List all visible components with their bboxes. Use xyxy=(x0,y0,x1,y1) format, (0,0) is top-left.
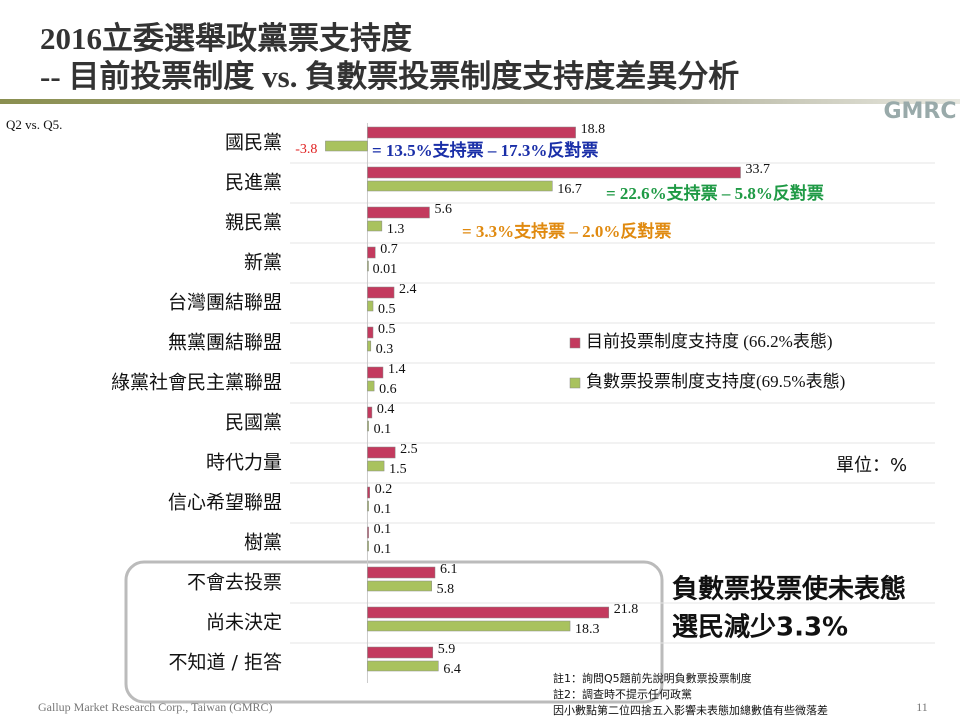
bar xyxy=(367,126,576,139)
value-label: 0.1 xyxy=(374,422,392,437)
value-label: 0.2 xyxy=(375,482,393,497)
annotation: = 22.6%支持票 – 5.8%反對票 xyxy=(606,183,824,203)
value-label: 0.3 xyxy=(376,342,394,357)
bar xyxy=(367,566,436,579)
value-label: 2.5 xyxy=(400,442,418,457)
value-label: 0.1 xyxy=(374,522,392,537)
bar xyxy=(367,246,376,259)
category-label: 民國黨 xyxy=(225,412,282,434)
title-line: 2016立委選舉政黨票支持度 xyxy=(40,21,412,56)
annotation: = 13.5%支持票 – 17.3%反對票 xyxy=(372,140,598,160)
value-label: 6.4 xyxy=(443,662,461,677)
bar xyxy=(367,526,369,539)
note: 註1：詢問Q5題前先說明負數票投票制度 xyxy=(553,671,752,685)
category-label: 綠黨社會民主黨聯盟 xyxy=(111,372,282,394)
category-label: 民進黨 xyxy=(225,172,282,194)
category-label: 樹黨 xyxy=(244,532,282,554)
bar xyxy=(367,206,430,219)
category-label: 台灣團結聯盟 xyxy=(168,292,282,314)
bar xyxy=(367,540,369,552)
bar xyxy=(367,446,396,459)
value-label: 21.8 xyxy=(614,602,639,617)
bar xyxy=(367,406,373,419)
bar xyxy=(367,500,369,512)
category-label: 無黨團結聯盟 xyxy=(168,332,282,354)
bar xyxy=(367,460,385,472)
value-label: 1.4 xyxy=(388,362,406,377)
value-label: 0.5 xyxy=(378,302,396,317)
bar xyxy=(367,486,370,499)
legend-label: 負數票投票制度支持度(69.5%表態) xyxy=(586,372,845,391)
callout-box xyxy=(124,560,664,704)
value-label: 0.5 xyxy=(378,322,396,337)
bar xyxy=(367,646,434,659)
value-label: 0.7 xyxy=(380,242,398,257)
callout-text: 負數票投票使未表態 xyxy=(672,574,906,605)
value-label: 5.8 xyxy=(437,582,455,597)
category-label: 不知道 / 拒答 xyxy=(169,652,282,674)
bar xyxy=(325,140,368,152)
value-label: 33.7 xyxy=(746,162,771,177)
bar xyxy=(367,660,439,672)
value-label: 0.1 xyxy=(374,502,392,517)
value-label: 5.6 xyxy=(434,202,452,217)
value-label: -3.8 xyxy=(295,142,317,157)
bar xyxy=(367,260,369,272)
value-label: 5.9 xyxy=(438,642,456,657)
bar xyxy=(367,326,374,339)
bar xyxy=(367,620,571,632)
category-label: 尚未決定 xyxy=(206,612,282,634)
category-label: 新黨 xyxy=(244,252,282,274)
value-label: 1.3 xyxy=(387,222,405,237)
note: 因小數點第二位四捨五入影響未表態加總數值有些微落差 xyxy=(553,703,828,717)
value-label: 0.4 xyxy=(377,402,395,417)
bar xyxy=(367,340,372,352)
category-label: 時代力量 xyxy=(206,452,282,474)
category-label: 國民黨 xyxy=(225,132,282,154)
note: 註2：調查時不提示任何政黨 xyxy=(553,687,692,701)
bar xyxy=(367,286,395,299)
value-label: 0.6 xyxy=(379,382,397,397)
bar xyxy=(367,420,369,432)
bar xyxy=(367,606,610,619)
value-label: 1.5 xyxy=(389,462,407,477)
value-label: 18.8 xyxy=(581,122,606,137)
bar xyxy=(367,300,374,312)
callout-text: 選民減少3.3% xyxy=(672,613,848,643)
bar xyxy=(367,380,375,392)
category-label: 不會去投票 xyxy=(187,572,282,594)
bar xyxy=(367,580,432,592)
value-label: 16.7 xyxy=(557,182,582,197)
question-label: Q2 vs. Q5. xyxy=(6,117,62,132)
value-label: 0.1 xyxy=(374,542,392,557)
title-rule xyxy=(0,99,960,104)
legend-label: 目前投票制度支持度 (66.2%表態) xyxy=(586,332,832,351)
legend-swatch xyxy=(569,377,581,389)
page-number: 11 xyxy=(916,700,928,714)
value-label: 2.4 xyxy=(399,282,417,297)
legend-swatch xyxy=(569,337,581,349)
title-line: -- 目前投票制度 vs. 負數票投票制度支持度差異分析 xyxy=(40,59,739,94)
bar xyxy=(367,220,383,232)
value-label: 0.01 xyxy=(373,262,398,277)
annotation: = 3.3%支持票 – 2.0%反對票 xyxy=(462,221,671,241)
bar xyxy=(367,180,553,192)
footer-source: Gallup Market Research Corp., Taiwan (GM… xyxy=(38,700,273,714)
unit-label: 單位：% xyxy=(836,455,907,476)
value-label: 6.1 xyxy=(440,562,458,577)
category-label: 信心希望聯盟 xyxy=(168,492,282,514)
logo: GMRC xyxy=(883,99,956,124)
category-label: 親民黨 xyxy=(225,212,282,234)
bar xyxy=(367,166,741,179)
bar xyxy=(367,366,384,379)
value-label: 18.3 xyxy=(575,622,600,637)
